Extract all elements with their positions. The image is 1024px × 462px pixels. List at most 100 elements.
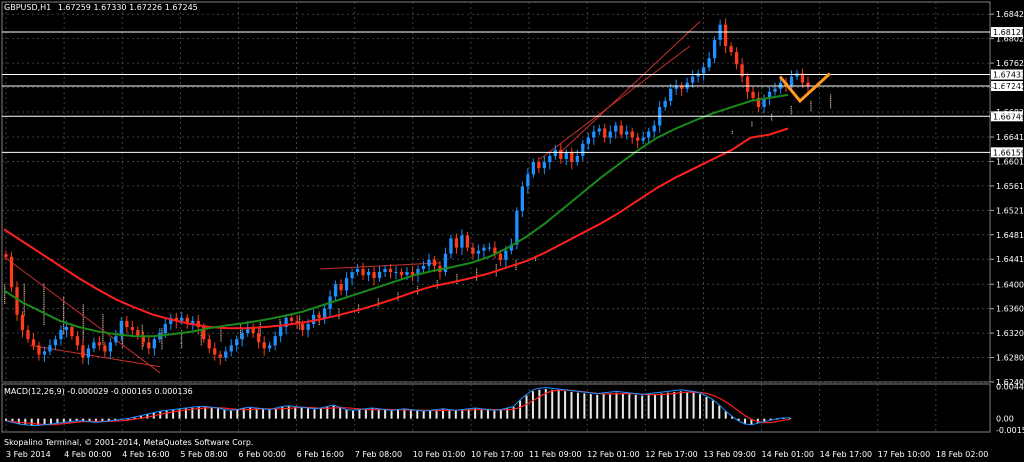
cloud-dot [43, 287, 45, 289]
macd-bar [486, 409, 489, 419]
macd-bar [352, 410, 355, 419]
x-tick-label: 12 Feb 01:00 [587, 450, 639, 459]
cloud-dot [417, 293, 419, 295]
macd-bar [82, 418, 85, 421]
candle-body [377, 272, 382, 279]
cloud-dot [43, 301, 45, 304]
candle-body [75, 336, 80, 346]
cloud-dot [299, 319, 301, 321]
candle-body [515, 210, 519, 245]
cloud-dot [279, 326, 281, 328]
macd-bar [557, 390, 560, 419]
cloud-dot [495, 273, 497, 275]
cloud-dot [141, 348, 143, 350]
macd-bar [56, 418, 59, 423]
macd-bar [364, 409, 367, 419]
y-tick-label: 1.62800 [996, 354, 1024, 363]
cloud-dot [456, 275, 458, 277]
candle-body [427, 259, 431, 266]
macd-bar [654, 394, 657, 419]
cloud-dot [43, 289, 45, 291]
candle-body [531, 162, 535, 175]
cloud-dot [141, 328, 143, 330]
cloud-dot [830, 101, 832, 103]
level-tag [991, 111, 1023, 122]
cloud-dot [259, 322, 261, 324]
y-tick-label: 1.64000 [996, 280, 1024, 289]
cloud-dot [358, 308, 360, 310]
candle-body [641, 137, 645, 141]
macd-bar [242, 408, 245, 419]
x-tick-label: 12 Feb 17:00 [645, 450, 697, 459]
candle-body [669, 88, 673, 101]
level-tag [991, 27, 1023, 38]
cloud-dot [515, 261, 517, 263]
macd-bar [724, 411, 727, 419]
candle-body [37, 345, 41, 355]
macd-bar [583, 393, 586, 419]
y-tick-label: 1.63600 [996, 305, 1024, 314]
candle-body [262, 342, 266, 349]
cloud-dot [82, 324, 84, 326]
macd-bar [197, 407, 200, 419]
cloud-dot [4, 302, 6, 304]
cloud-dot [4, 293, 6, 295]
macd-bar [210, 407, 213, 419]
candle-body [443, 253, 448, 273]
cloud-dot [240, 330, 242, 332]
cloud-dot [23, 287, 25, 289]
candle-body [20, 314, 25, 331]
macd-bar [17, 418, 20, 424]
ma-slow-line [3, 93, 789, 338]
candle-body [240, 333, 244, 340]
cloud-dot [4, 297, 6, 299]
cloud-dot [141, 333, 143, 335]
candle-body [185, 317, 189, 324]
candle-body [97, 342, 102, 346]
x-tick-label: 11 Feb 09:00 [529, 450, 581, 459]
cloud-dot [102, 327, 104, 329]
macd-bar [570, 391, 573, 419]
cloud-dot [43, 316, 45, 318]
candle-body [289, 317, 294, 321]
cloud-dot [43, 314, 45, 316]
candle-body [751, 91, 755, 98]
cloud-dot [63, 305, 65, 307]
cloud-dot [63, 318, 65, 320]
candle-body [180, 317, 184, 321]
cloud-dot [181, 342, 183, 345]
macd-bar [429, 410, 432, 419]
macd-bar [390, 410, 393, 419]
cloud-dot [456, 283, 458, 285]
macd-bar [172, 409, 175, 419]
macd-bar [609, 393, 612, 419]
candle-body [53, 339, 58, 346]
cloud-dot [161, 339, 163, 341]
cloud-dot [141, 330, 143, 332]
macd-bar [165, 410, 168, 419]
candle-body [322, 308, 327, 318]
header-prices: 1.67259 1.67330 1.67226 1.67245 [58, 3, 198, 12]
cloud-dot [338, 316, 340, 318]
macd-bar [647, 394, 650, 419]
macd-bar [461, 409, 464, 419]
candle-body [636, 137, 640, 141]
x-tick-label: 10 Feb 01:00 [413, 450, 465, 459]
cloud-dot [63, 296, 65, 298]
candle-body [333, 284, 338, 297]
macd-bar [300, 407, 303, 419]
macd-bar [641, 395, 644, 419]
macd-bar [686, 391, 689, 419]
macd-bar [384, 409, 387, 419]
macd-bar [692, 392, 695, 419]
cloud-dot [830, 96, 832, 98]
cloud-dot [181, 346, 183, 348]
macd-bar [332, 405, 335, 419]
cloud-dot [23, 292, 25, 295]
cloud-dot [63, 329, 65, 331]
cloud-dot [397, 292, 399, 294]
cloud-dot [830, 94, 832, 96]
main-panel-frame [1, 1, 991, 383]
cloud-dot [299, 324, 301, 326]
macd-bar [371, 408, 374, 419]
